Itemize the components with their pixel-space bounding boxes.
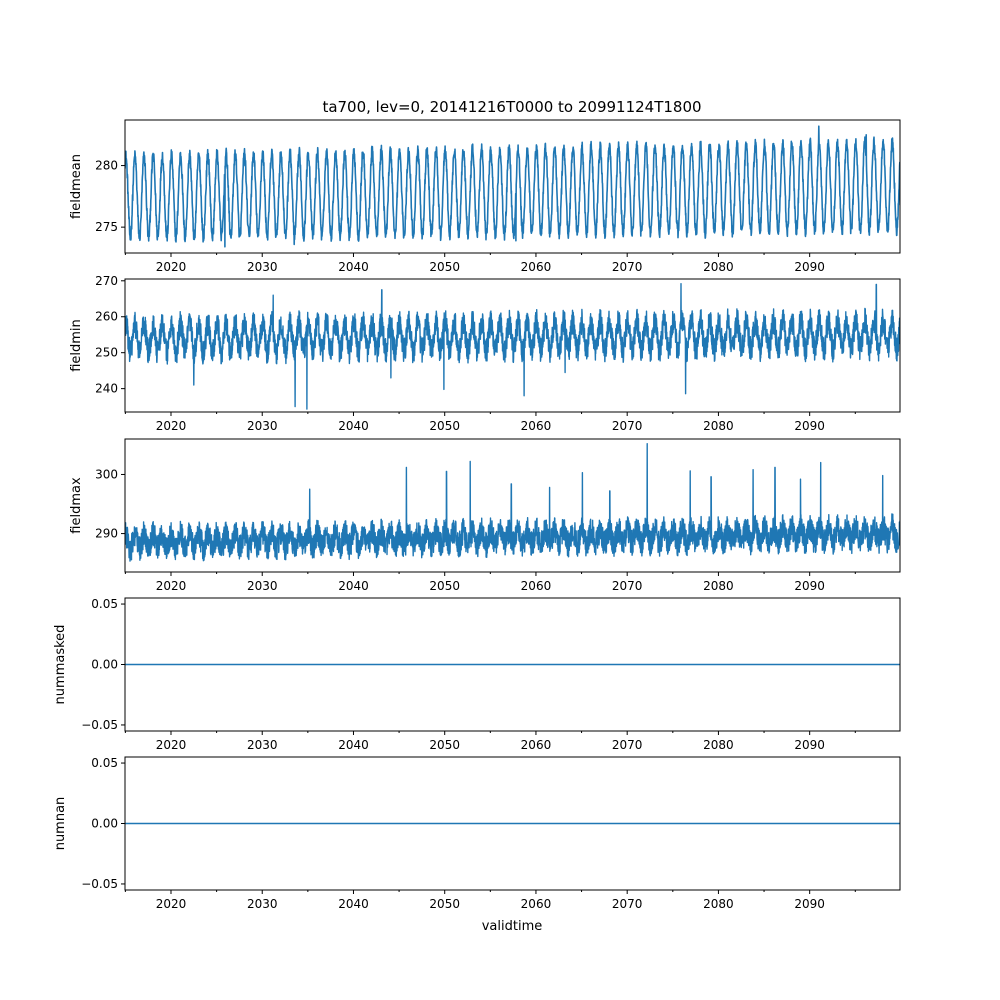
x-tick-label: 2040 <box>338 579 369 593</box>
panel-fieldmin: 2020 2030 2040 2050 2060 2070 2080 2090 240 250 26… <box>69 274 901 433</box>
x-tick-label: 2040 <box>338 260 369 274</box>
x-tick-label: 2060 <box>521 738 552 752</box>
series-line-fieldmax <box>125 443 900 562</box>
y-axis-label: fieldmin <box>69 319 84 372</box>
y-tick-label: 300 <box>95 467 118 481</box>
x-tick-label: 2040 <box>338 897 369 911</box>
x-tick-label: 2050 <box>429 738 460 752</box>
x-tick-label: 2090 <box>794 579 825 593</box>
panel-nummasked: 2020 2030 2040 2050 2060 2070 2080 2090 −0.05 0.0… <box>53 597 901 752</box>
x-tick-label: 2050 <box>429 419 460 433</box>
x-tick-label: 2020 <box>156 738 187 752</box>
x-tick-label: 2070 <box>612 579 643 593</box>
x-tick-label: 2040 <box>338 419 369 433</box>
y-axis-label: nummasked <box>53 625 68 705</box>
x-tick-label: 2060 <box>521 579 552 593</box>
y-tick-label: 250 <box>95 346 118 360</box>
x-tick-label: 2090 <box>794 738 825 752</box>
x-tick-label: 2060 <box>521 419 552 433</box>
x-tick-label: 2040 <box>338 738 369 752</box>
y-tick-label: 270 <box>95 274 118 288</box>
x-tick-label: 2070 <box>612 897 643 911</box>
y-tick-label: 0.00 <box>91 658 118 672</box>
x-tick-label: 2090 <box>794 897 825 911</box>
x-tick-label: 2030 <box>247 738 278 752</box>
x-tick-label: 2050 <box>429 897 460 911</box>
chart-title: ta700, lev=0, 20141216T0000 to 20991124T… <box>322 98 701 116</box>
x-tick-label: 2030 <box>247 579 278 593</box>
x-tick-label: 2070 <box>612 419 643 433</box>
panels: 2020 2030 2040 2050 2060 2070 2080 2090 275 280 fi… <box>53 119 901 911</box>
x-tick-label: 2030 <box>247 419 278 433</box>
y-tick-label: 290 <box>95 527 118 541</box>
y-tick-label: −0.05 <box>81 718 118 732</box>
x-axis-label: validtime <box>482 919 543 934</box>
x-tick-label: 2050 <box>429 260 460 274</box>
axes-frame <box>124 119 901 254</box>
y-tick-label: 280 <box>95 159 118 173</box>
x-tick-label: 2030 <box>247 260 278 274</box>
y-axis-label: fieldmean <box>69 154 84 219</box>
x-tick-label: 2020 <box>156 579 187 593</box>
x-tick-label: 2070 <box>612 260 643 274</box>
series-line-fieldmean <box>125 125 900 248</box>
panel-numnan: 2020 2030 2040 2050 2060 2070 2080 2090 −0.05 0.0… <box>53 756 901 911</box>
axes-frame <box>124 278 901 413</box>
x-tick-label: 2080 <box>703 738 734 752</box>
y-tick-label: 0.05 <box>91 597 118 611</box>
panel-fieldmean: 2020 2030 2040 2050 2060 2070 2080 2090 275 280 fi… <box>69 119 901 274</box>
y-tick-label: 260 <box>95 310 118 324</box>
y-tick-label: 275 <box>95 220 118 234</box>
x-tick-label: 2090 <box>794 260 825 274</box>
y-tick-label: 0.05 <box>91 756 118 770</box>
x-tick-label: 2020 <box>156 897 187 911</box>
x-tick-label: 2020 <box>156 419 187 433</box>
panel-fieldmax: 2020 2030 2040 2050 2060 2070 2080 2090 290 300 fi… <box>69 438 901 593</box>
x-tick-label: 2080 <box>703 897 734 911</box>
x-tick-label: 2080 <box>703 260 734 274</box>
x-tick-label: 2020 <box>156 260 187 274</box>
y-axis-label: fieldmax <box>69 477 84 534</box>
series-line-fieldmin <box>125 283 900 410</box>
y-tick-label: 0.00 <box>91 817 118 831</box>
x-tick-label: 2060 <box>521 260 552 274</box>
y-tick-label: −0.05 <box>81 877 118 891</box>
x-tick-label: 2070 <box>612 738 643 752</box>
y-tick-label: 240 <box>95 382 118 396</box>
y-axis-label: numnan <box>53 797 68 851</box>
x-tick-label: 2050 <box>429 579 460 593</box>
x-tick-label: 2080 <box>703 419 734 433</box>
x-tick-label: 2090 <box>794 419 825 433</box>
x-tick-label: 2030 <box>247 897 278 911</box>
x-tick-label: 2080 <box>703 579 734 593</box>
axes-frame <box>124 438 901 573</box>
x-tick-label: 2060 <box>521 897 552 911</box>
